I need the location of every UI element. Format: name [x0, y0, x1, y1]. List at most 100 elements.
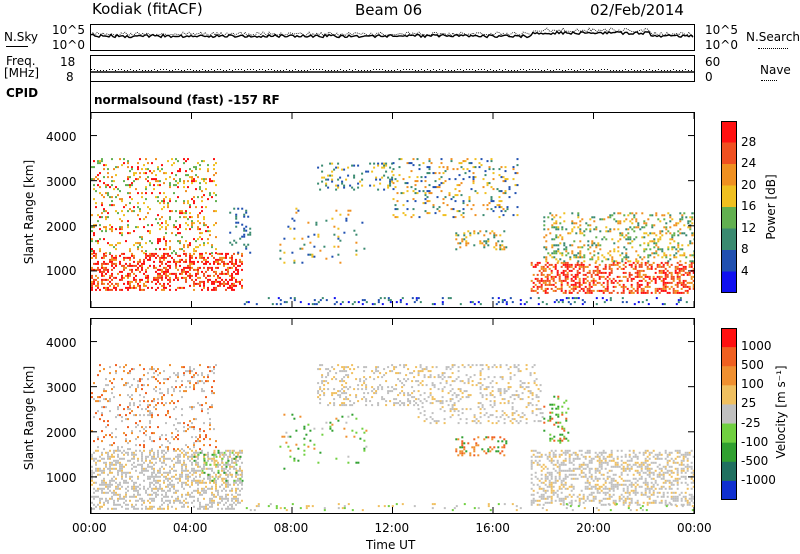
heatmap-cell [183, 246, 185, 249]
heatmap-cell [153, 477, 155, 480]
heatmap-cell [389, 400, 392, 403]
heatmap-cell [121, 276, 123, 279]
heatmap-cell [133, 180, 135, 183]
heatmap-cell [472, 166, 475, 169]
heatmap-cell [219, 501, 221, 504]
heatmap-cell [115, 477, 117, 480]
heatmap-cell [550, 263, 553, 266]
heatmap-cell [311, 255, 314, 258]
heatmap-cell [101, 497, 103, 500]
heatmap-cell [622, 287, 625, 290]
heatmap-cell [115, 428, 117, 431]
heatmap-cell [343, 398, 346, 401]
nave-point [649, 69, 650, 70]
heatmap-cell [457, 414, 460, 417]
heatmap-cell [115, 174, 117, 177]
heatmap-cell [123, 206, 125, 209]
heatmap-cell [612, 289, 615, 292]
heatmap-cell [604, 287, 607, 290]
heatmap-cell [670, 285, 673, 288]
heatmap-cell [137, 162, 139, 165]
heatmap-cell [199, 222, 201, 225]
heatmap-cell [353, 301, 356, 304]
heatmap-cell [627, 228, 630, 231]
heatmap-cell [145, 270, 147, 273]
heatmap-cell [131, 198, 133, 201]
heatmap-cell [619, 222, 622, 225]
nave-right-tick-bottom: 0 [705, 70, 713, 84]
heatmap-cell [139, 270, 141, 273]
heatmap-cell [111, 455, 113, 458]
heatmap-cell [173, 278, 175, 281]
heatmap-cell [119, 483, 121, 486]
nave-point [298, 70, 299, 71]
heatmap-cell [151, 368, 153, 371]
heatmap-cell [581, 256, 584, 259]
heatmap-cell [519, 299, 522, 302]
heatmap-cell [207, 408, 209, 411]
heatmap-cell [151, 366, 153, 369]
heatmap-cell [582, 289, 585, 292]
heatmap-cell [377, 366, 380, 369]
heatmap-cell [181, 473, 183, 476]
heatmap-cell [237, 221, 240, 224]
heatmap-cell [225, 467, 227, 470]
heatmap-cell [237, 487, 239, 490]
nave-point [283, 70, 284, 71]
heatmap-cell [551, 246, 554, 249]
heatmap-cell [191, 370, 193, 373]
heatmap-cell [95, 268, 97, 271]
heatmap-cell [688, 273, 691, 276]
heatmap-cell [483, 240, 486, 243]
heatmap-cell [193, 260, 195, 263]
heatmap-cell [656, 265, 659, 268]
heatmap-cell [303, 243, 306, 246]
heatmap-cell [347, 174, 350, 177]
heatmap-cell [492, 188, 495, 191]
heatmap-cell [151, 487, 153, 490]
heatmap-cell [454, 194, 457, 197]
freq-panel [90, 55, 695, 82]
heatmap-cell [636, 269, 639, 272]
heatmap-cell [664, 275, 667, 278]
heatmap-cell [235, 463, 238, 466]
heatmap-cell [365, 386, 368, 389]
heatmap-cell [418, 216, 421, 219]
heatmap-cell [566, 271, 569, 274]
heatmap-cell [293, 237, 296, 240]
heatmap-cell [540, 287, 543, 290]
heatmap-cell [616, 263, 619, 266]
heatmap-cell [399, 372, 402, 375]
heatmap-cell [235, 459, 237, 462]
heatmap-cell [197, 455, 199, 458]
heatmap-cell [434, 186, 437, 189]
heatmap-cell [482, 214, 485, 217]
heatmap-cell [121, 451, 123, 454]
heatmap-cell [677, 246, 680, 249]
heatmap-cell [421, 406, 424, 409]
heatmap-cell [163, 288, 165, 291]
heatmap-cell [373, 372, 376, 375]
heatmap-cell [145, 455, 147, 458]
heatmap-cell [101, 487, 103, 490]
heatmap-cell [157, 222, 159, 225]
heatmap-cell [221, 479, 224, 482]
nave-point [601, 69, 602, 70]
heatmap-cell [537, 303, 540, 306]
heatmap-cell [221, 469, 223, 472]
heatmap-cell [103, 477, 105, 480]
heatmap-cell [271, 303, 274, 306]
heatmap-cell [91, 230, 93, 233]
heatmap-cell [666, 281, 669, 284]
heatmap-cell [155, 491, 157, 494]
nave-point [337, 70, 338, 71]
heatmap-cell [369, 400, 372, 403]
heatmap-cell [329, 402, 332, 405]
nave-point [262, 69, 263, 70]
heatmap-cell [153, 254, 155, 257]
heatmap-cell [349, 394, 352, 397]
heatmap-cell [599, 218, 602, 221]
heatmap-cell [445, 368, 448, 371]
heatmap-cell [177, 459, 179, 462]
heatmap-cell [490, 208, 493, 211]
